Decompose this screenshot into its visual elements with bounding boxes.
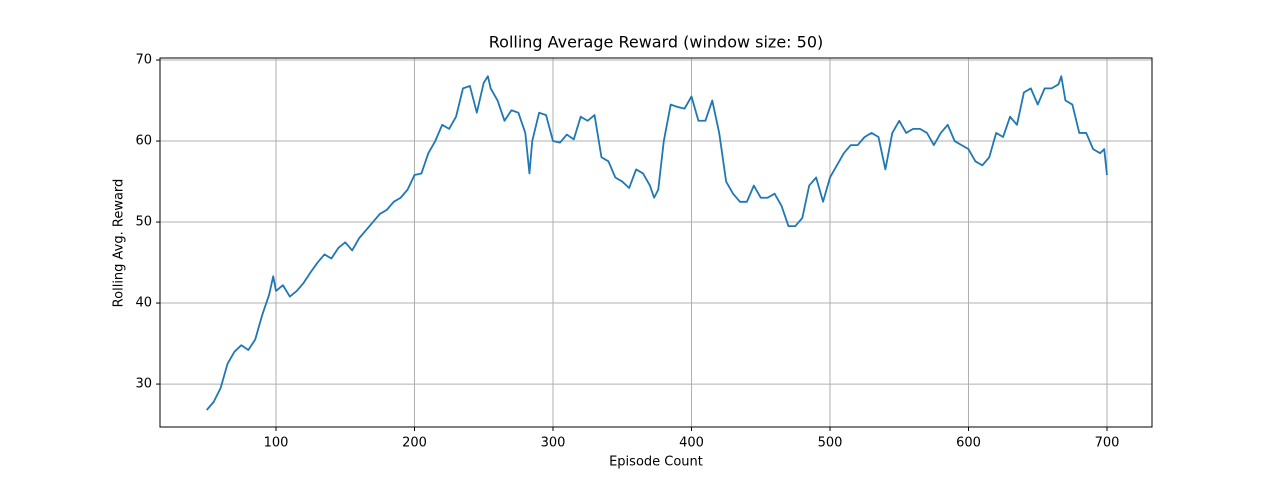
x-tick-label: 500 [818,436,843,451]
x-axis-label: Episode Count [609,455,703,470]
y-axis-label: Rolling Avg. Reward [112,179,127,308]
y-tick-label: 70 [135,53,152,68]
line [206,75,1108,411]
x-tick-label: 300 [541,436,566,451]
y-tick-label: 50 [135,215,152,230]
x-tick-label: 100 [264,436,289,451]
y-tick-label: 30 [135,377,152,392]
x-tick-label: 400 [679,436,704,451]
chart-title: Rolling Average Reward (window size: 50) [489,33,824,52]
y-tick-label: 40 [135,296,152,311]
x-tick-label: 700 [1095,436,1120,451]
x-tick-label: 600 [956,436,981,451]
x-tick-label: 200 [402,436,427,451]
plot-frame [159,57,1153,428]
y-tick-label: 60 [135,134,152,149]
